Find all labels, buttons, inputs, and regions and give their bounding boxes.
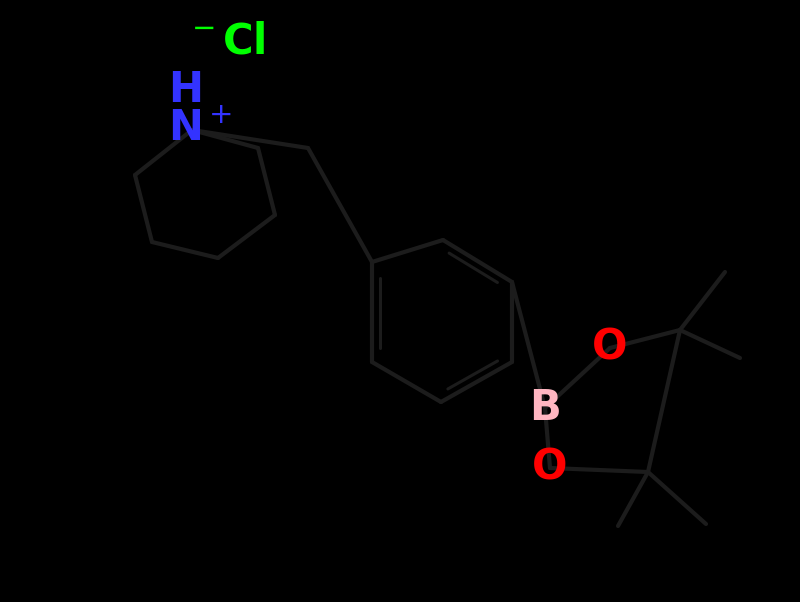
Text: $^-$Cl: $^-$Cl: [185, 21, 266, 63]
Text: O: O: [532, 447, 568, 489]
Text: B: B: [529, 387, 561, 429]
Text: H: H: [168, 69, 203, 111]
Text: N$^+$: N$^+$: [168, 107, 232, 149]
Text: O: O: [592, 327, 628, 369]
